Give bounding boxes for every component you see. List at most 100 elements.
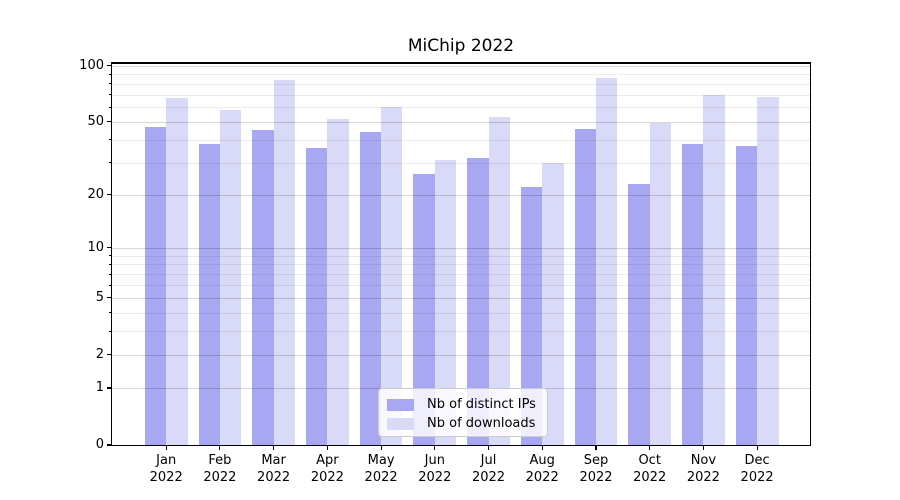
y-tick-10 <box>107 247 111 249</box>
y-tick-label-100: 100 <box>79 57 104 73</box>
x-tick-apr <box>326 446 328 450</box>
legend-label-distinct-ips: Nb of distinct IPs <box>427 397 536 412</box>
legend-swatch-distinct-ips <box>387 398 414 411</box>
gridline-minor-8 <box>112 264 810 266</box>
y-tick-1 <box>107 387 111 389</box>
x-tick-label-nov: Nov 2022 <box>686 453 720 485</box>
x-tick-may <box>380 446 382 450</box>
y-tick-label-5: 5 <box>95 289 104 305</box>
bar-ips-aug <box>520 187 543 445</box>
bar-downloads-jan <box>166 98 188 445</box>
y-minor-tick-3 <box>109 330 111 332</box>
gridline-minor-90 <box>112 74 810 76</box>
y-tick-label-20: 20 <box>87 186 104 202</box>
x-tick-jul <box>487 446 490 450</box>
bar-ips-nov <box>682 143 704 445</box>
y-tick-label-10: 10 <box>87 239 104 255</box>
y-tick-20 <box>107 194 111 196</box>
y-minor-tick-70 <box>109 94 111 96</box>
x-tick-oct <box>649 446 651 450</box>
legend-item-distinct-ips: Nb of distinct IPs <box>387 395 539 414</box>
y-tick-label-1: 1 <box>95 380 104 395</box>
bar-downloads-dec <box>757 96 779 445</box>
legend: Nb of distinct IPs Nb of downloads <box>378 388 548 437</box>
y-minor-tick-6 <box>109 284 111 286</box>
plot-spine-right <box>809 62 811 446</box>
x-tick-feb <box>219 446 221 450</box>
legend-item-downloads: Nb of downloads <box>387 414 539 433</box>
bar-downloads-jun <box>434 160 457 445</box>
y-tick-label-50: 50 <box>87 113 104 129</box>
y-tick-50 <box>107 121 111 123</box>
gridline-minor-4 <box>112 312 810 314</box>
x-tick-jun <box>434 446 436 450</box>
gridline-minor-9 <box>112 255 810 257</box>
bar-downloads-mar <box>273 79 296 445</box>
y-minor-tick-9 <box>109 255 111 257</box>
y-tick-0 <box>107 444 111 446</box>
y-minor-tick-4 <box>109 312 111 314</box>
gridline-minor-40 <box>112 139 810 141</box>
x-tick-label-jun: Jun 2022 <box>418 453 452 485</box>
chart-title: MiChip 2022 <box>407 36 515 56</box>
y-tick-label-2: 2 <box>95 346 104 362</box>
x-tick-jan <box>165 446 167 450</box>
x-tick-label-sep: Sep 2022 <box>579 453 613 485</box>
gridline-minor-3 <box>112 331 810 332</box>
y-minor-tick-80 <box>109 83 111 85</box>
bar-ips-may <box>359 132 382 445</box>
gridline-minor-80 <box>112 83 810 85</box>
bar-ips-mar <box>252 130 274 445</box>
y-tick-label-0: 0 <box>95 437 104 452</box>
gridline-minor-60 <box>112 107 810 109</box>
bar-downloads-feb <box>219 109 242 445</box>
bar-downloads-apr <box>327 118 349 445</box>
plot-spine-bottom <box>110 444 811 446</box>
bar-downloads-nov <box>703 94 725 445</box>
legend-swatch-downloads <box>387 417 414 430</box>
bar-ips-feb <box>198 143 220 445</box>
gridline-major-20 <box>112 194 810 196</box>
y-minor-tick-40 <box>109 139 111 141</box>
x-tick-label-oct: Oct 2022 <box>633 453 667 485</box>
x-tick-label-feb: Feb 2022 <box>203 453 237 485</box>
bar-downloads-may <box>381 107 403 445</box>
gridline-minor-6 <box>112 285 810 286</box>
gridline-major-2 <box>112 354 810 356</box>
gridline-minor-70 <box>112 94 810 96</box>
y-tick-100 <box>107 65 111 67</box>
gridline-minor-7 <box>112 274 810 276</box>
y-minor-tick-90 <box>109 73 111 75</box>
y-tick-5 <box>107 297 111 299</box>
gridline-major-100 <box>112 65 810 67</box>
x-tick-dec <box>756 446 758 450</box>
bar-ips-sep <box>574 128 596 445</box>
y-tick-2 <box>107 354 111 356</box>
x-tick-label-may: May 2022 <box>364 453 398 485</box>
plot-area <box>112 63 810 445</box>
plot-spine-left <box>110 62 112 446</box>
y-minor-tick-7 <box>109 273 111 275</box>
bar-ips-jun <box>413 174 435 445</box>
bar-downloads-sep <box>595 77 618 445</box>
bar-ips-dec <box>735 146 758 445</box>
bar-ips-oct <box>628 183 650 445</box>
gridline-major-50 <box>112 121 810 123</box>
x-tick-label-apr: Apr 2022 <box>310 453 344 485</box>
gridline-minor-30 <box>112 162 810 164</box>
y-minor-tick-8 <box>109 263 111 265</box>
x-tick-label-jan: Jan 2022 <box>149 453 183 485</box>
x-tick-label-dec: Dec 2022 <box>740 453 774 485</box>
x-tick-nov <box>702 446 704 450</box>
bar-downloads-aug <box>542 162 564 445</box>
x-tick-label-mar: Mar 2022 <box>257 453 291 485</box>
bar-ips-apr <box>305 148 328 445</box>
x-tick-mar <box>273 446 275 450</box>
bar-ips-jul <box>467 157 489 445</box>
legend-label-downloads: Nb of downloads <box>427 416 536 431</box>
bar-downloads-jul <box>488 117 510 445</box>
gridline-major-5 <box>112 297 810 299</box>
x-tick-label-jul: Jul 2022 <box>471 453 506 485</box>
bar-downloads-oct <box>649 123 672 445</box>
